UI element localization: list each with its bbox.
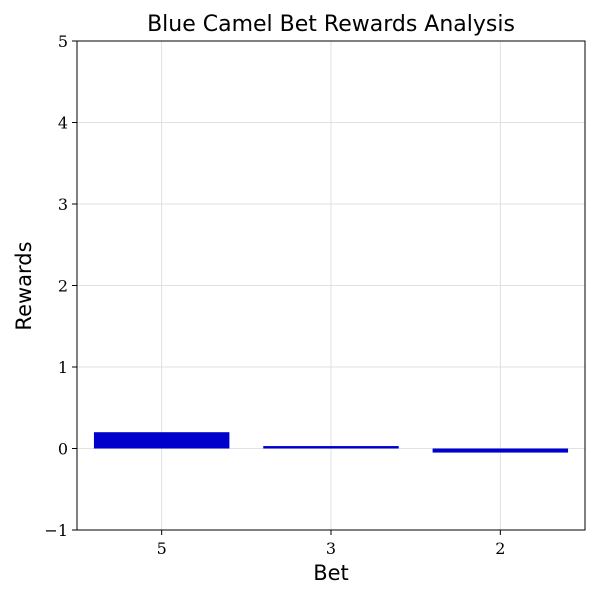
y-tick-label: 4 (58, 114, 68, 133)
ticks: −1 0 1 2 3 4 5 5 3 2 (44, 32, 505, 558)
x-tick-label: 3 (326, 539, 336, 558)
y-tick-label: 2 (58, 277, 68, 296)
bars (93, 432, 569, 453)
y-tick-label: 1 (58, 358, 68, 377)
y-tick-label: 3 (58, 195, 68, 214)
bar-2 (432, 448, 569, 453)
y-tick-label: 5 (58, 32, 68, 51)
y-tick-label: 0 (58, 440, 68, 459)
x-axis-label: Bet (313, 561, 349, 585)
x-tick-label: 2 (495, 539, 505, 558)
bar-5 (93, 432, 230, 449)
chart-title: Blue Camel Bet Rewards Analysis (147, 12, 515, 37)
y-axis-label: Rewards (12, 241, 36, 330)
x-tick-label: 5 (157, 539, 167, 558)
bar-3 (263, 446, 399, 449)
y-tick-label: −1 (44, 521, 68, 540)
